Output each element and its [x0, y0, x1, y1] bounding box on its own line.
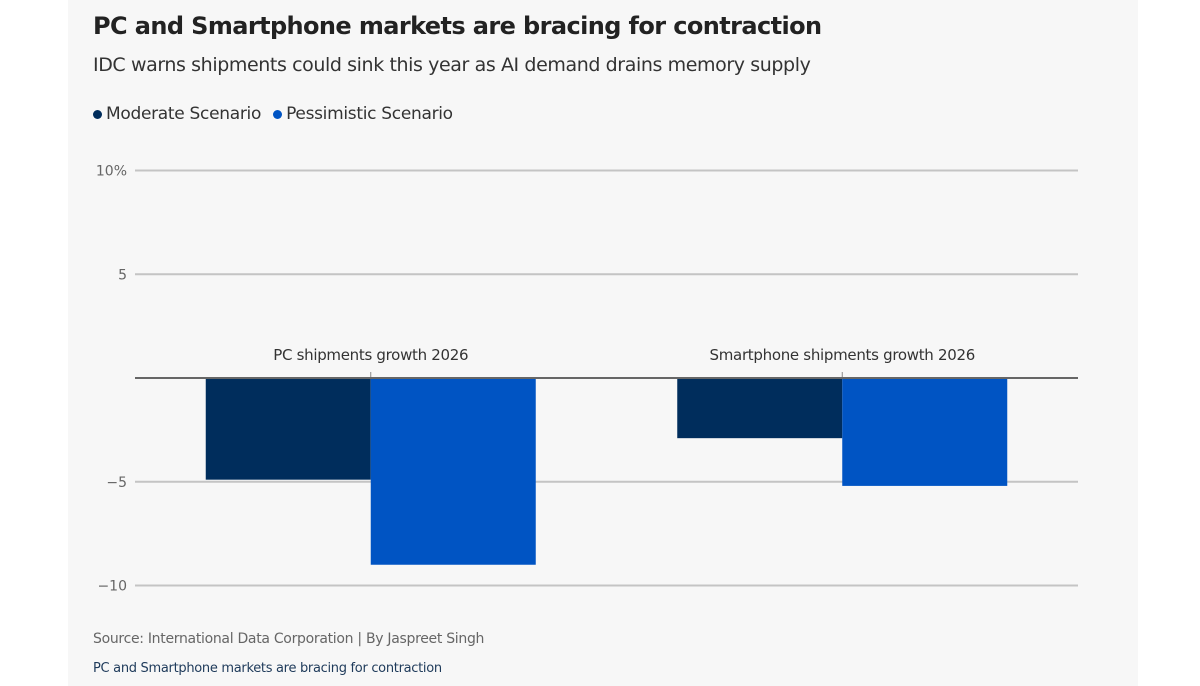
bar-moderate	[677, 378, 843, 439]
chart-panel	[68, 0, 1138, 686]
bar-pessimistic	[370, 378, 536, 565]
chart-subtitle: IDC warns shipments could sink this year…	[93, 54, 811, 76]
category-label: Smartphone shipments growth 2026	[710, 346, 975, 364]
y-tick-label: 5	[118, 267, 127, 283]
legend-item-moderate: Moderate Scenario	[93, 104, 261, 124]
legend-item-pessimistic: Pessimistic Scenario	[273, 104, 453, 124]
legend-dot-moderate	[93, 109, 102, 119]
legend-label-moderate: Moderate Scenario	[106, 104, 262, 124]
legend: Moderate Scenario Pessimistic Scenario	[93, 104, 453, 124]
bar-moderate	[205, 378, 371, 480]
y-tick-label: 10%	[96, 164, 127, 180]
category-label: PC shipments growth 2026	[273, 346, 468, 364]
source-note: Source: International Data Corporation |…	[93, 631, 485, 647]
bar-pessimistic	[842, 378, 1008, 486]
footer-caption: PC and Smartphone markets are bracing fo…	[93, 661, 442, 676]
y-tick-label: −10	[97, 579, 127, 595]
legend-label-pessimistic: Pessimistic Scenario	[286, 104, 453, 124]
y-tick-label: −5	[106, 475, 127, 491]
legend-dot-pessimistic	[273, 109, 283, 119]
chart-title: PC and Smartphone markets are bracing fo…	[93, 12, 822, 40]
